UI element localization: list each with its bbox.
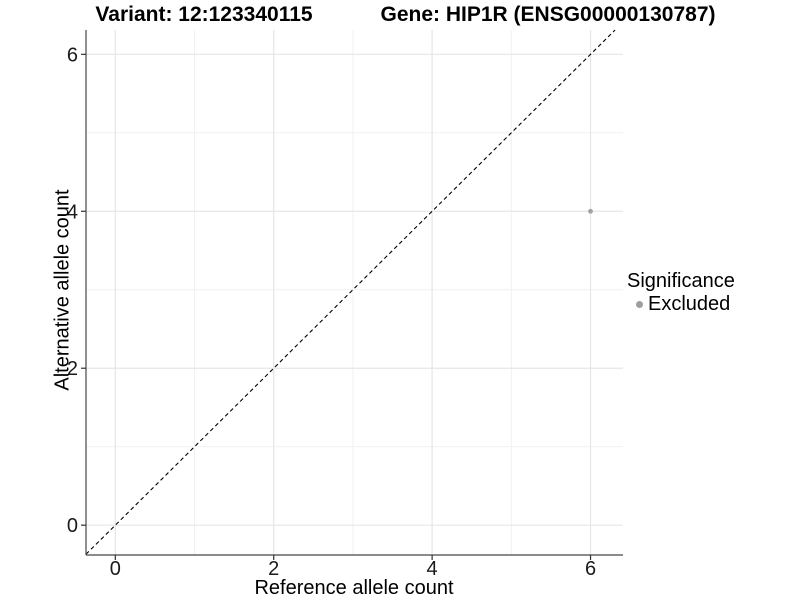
x-tick-label: 0 <box>110 558 121 580</box>
x-tick-label: 4 <box>427 558 438 580</box>
y-tick-label: 6 <box>67 44 78 66</box>
gene-title: Gene: HIP1R (ENSG00000130787) <box>380 3 716 26</box>
legend-item-label: Excluded <box>648 293 731 315</box>
y-axis-title: Alternative allele count <box>51 189 74 391</box>
legend-point-icon <box>636 300 643 308</box>
x-tick-label: 6 <box>585 558 596 580</box>
x-tick-label: 2 <box>268 558 279 580</box>
legend-title: Significance <box>627 270 735 292</box>
y-tick-label: 4 <box>67 201 78 223</box>
data-point <box>588 208 593 214</box>
y-tick-label: 0 <box>67 515 78 537</box>
y-tick-label: 2 <box>67 358 78 380</box>
variant-title: Variant: 12:123340115 <box>95 3 313 26</box>
identity-line <box>85 29 616 555</box>
legend-item-excluded: Excluded <box>627 293 735 315</box>
x-axis-title: Reference allele count <box>254 577 454 599</box>
legend: Significance Excluded <box>627 270 735 315</box>
